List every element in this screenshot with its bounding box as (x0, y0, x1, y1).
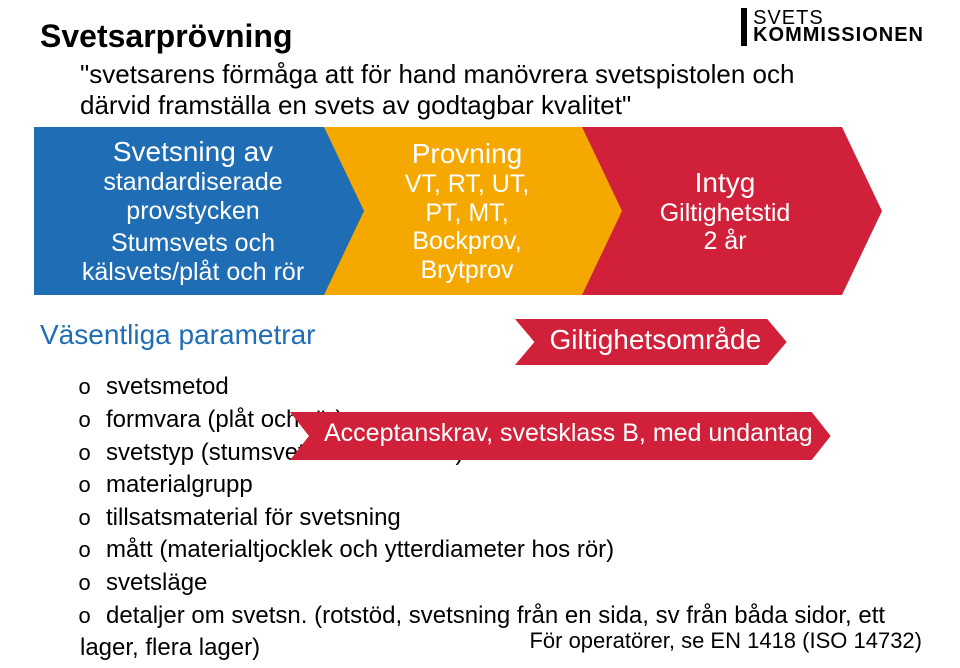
flow-diagram: Svetsning av standardiserade provstycken… (34, 127, 920, 297)
flow-step-1: Svetsning av standardiserade provstycken… (34, 127, 366, 295)
slide: SVETS KOMMISSIONEN Svetsarprövning "svet… (0, 0, 960, 668)
accept-label: Acceptanskrav, svetsklass B, med undanta… (324, 419, 813, 447)
flow-step-2: Provning VT, RT, UT, PT, MT, Bockprov, B… (324, 127, 624, 295)
params-row: Väsentliga parametrar Giltighetsområde (40, 319, 920, 365)
step2-head: Provning (405, 138, 530, 170)
step1-sub1: standardiserade (82, 168, 304, 197)
params-title: Väsentliga parametrar (40, 319, 315, 351)
param-item: svetsmetod (80, 371, 920, 404)
scope-label: Giltighetsområde (549, 324, 761, 355)
footer-note: För operatörer, se EN 1418 (ISO 14732) (529, 628, 922, 654)
step3-sub1: Giltighetstid (660, 199, 791, 228)
scope-badge: Giltighetsområde (515, 319, 787, 365)
flow-step-3: Intyg Giltighetstid 2 år (582, 127, 882, 295)
param-item: mått (materialtjocklek och ytterdiameter… (80, 534, 920, 567)
param-item: materialgrupp (80, 469, 920, 502)
param-item: tillsatsmaterial för svetsning (80, 502, 920, 535)
logo-line2: KOMMISSIONEN (753, 27, 924, 44)
step1-sub4: kälsvets/plåt och rör (82, 258, 304, 287)
accept-badge: Acceptanskrav, svetsklass B, med undanta… (290, 412, 831, 460)
step2-sub4: Brytprov (405, 256, 530, 285)
subtitle: "svetsarens förmåga att för hand manövre… (40, 59, 920, 121)
step1-sub2: provstycken (82, 197, 304, 226)
step2-sub3: Bockprov, (405, 227, 530, 256)
param-item: svetsläge (80, 567, 920, 600)
step1-head: Svetsning av (82, 136, 304, 168)
step1-sub3: Stumsvets och (82, 229, 304, 258)
subtitle-line2: därvid framställa en svets av godtagbar … (80, 90, 631, 120)
step3-sub2: 2 år (660, 227, 791, 256)
brand-logo: SVETS KOMMISSIONEN (741, 8, 924, 46)
subtitle-line1: "svetsarens förmåga att för hand manövre… (80, 59, 794, 89)
step3-head: Intyg (660, 167, 791, 199)
step2-sub2: PT, MT, (405, 199, 530, 228)
step2-sub1: VT, RT, UT, (405, 170, 530, 199)
